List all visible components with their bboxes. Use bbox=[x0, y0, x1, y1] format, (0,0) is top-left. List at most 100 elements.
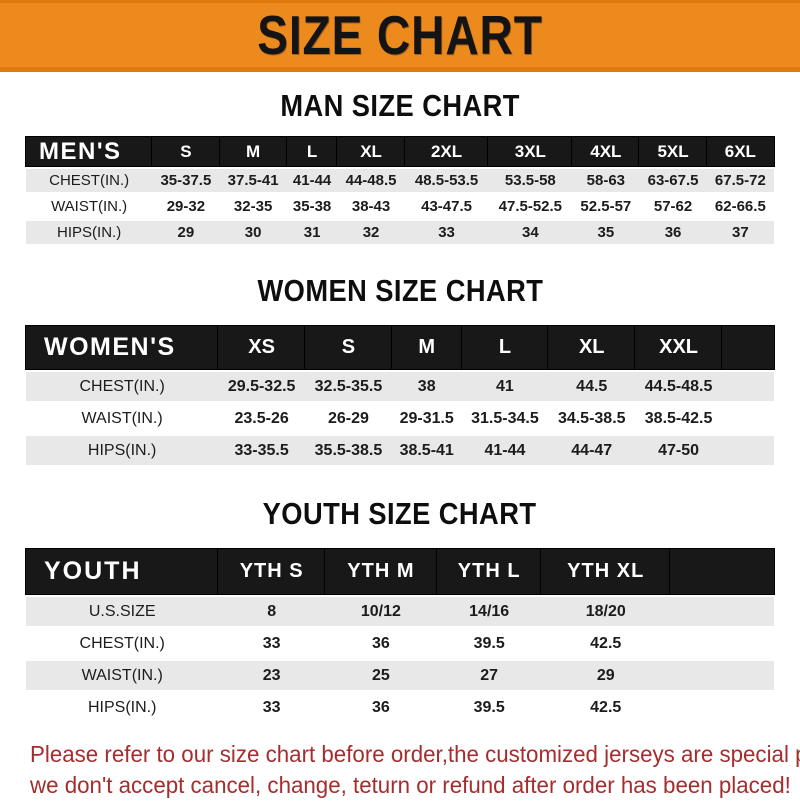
table-row: U.S.SIZE 8 10/12 14/16 18/20 bbox=[26, 597, 774, 626]
row-label: WAIST(IN.) bbox=[26, 661, 219, 690]
spacer-cell bbox=[722, 404, 774, 433]
men-size-section: MAN SIZE CHART MEN'S S M L XL 2XL 3XL 4XL 5XL 6XL… bbox=[0, 88, 800, 247]
value-cell: 47.5-52.5 bbox=[498, 198, 563, 215]
women-section-heading: WOMEN SIZE CHART bbox=[0, 273, 800, 309]
row-label: CHEST(IN.) bbox=[26, 169, 153, 192]
youth-table-header: YOUTH YTH S YTH M YTH L YTH XL bbox=[26, 549, 774, 594]
table-corner-label: MEN'S bbox=[26, 137, 153, 166]
value-cell: 44.5-48.5 bbox=[635, 372, 722, 401]
value-cell: 29-32 bbox=[166, 198, 206, 215]
value-cell: 29-31.5 bbox=[399, 409, 454, 427]
value-cell: 48.5-53.5 bbox=[404, 169, 489, 192]
table-row: CHEST(IN.) 33 36 39.5 42.5 bbox=[26, 629, 774, 658]
value-cell: 26-29 bbox=[327, 409, 369, 427]
spacer-cell bbox=[670, 661, 774, 690]
value-cell: 34 bbox=[488, 221, 573, 244]
spacer-cell bbox=[670, 693, 774, 722]
youth-size-table: YOUTH YTH S YTH M YTH L YTH XL U.S.SIZE 8 10/1… bbox=[26, 546, 774, 725]
row-label: HIPS(IN.) bbox=[26, 221, 153, 244]
column-header: YTH L bbox=[436, 549, 542, 594]
column-header: XL bbox=[337, 137, 405, 166]
value-cell: 42.5 bbox=[590, 634, 622, 652]
row-label: HIPS(IN.) bbox=[87, 698, 157, 716]
value-cell: 33 bbox=[262, 698, 281, 716]
value-cell: 33 bbox=[404, 221, 489, 244]
value-cell: 36 bbox=[639, 221, 707, 244]
spacer-cell bbox=[670, 597, 774, 626]
table-row: WAIST(IN.) 23.5-26 26-29 29-31.5 31.5-34.5 34… bbox=[26, 404, 774, 433]
youth-section-heading: YOUTH SIZE CHART bbox=[0, 496, 800, 532]
column-header: 3XL bbox=[488, 137, 573, 166]
table-row: CHEST(IN.) 29.5-32.5 32.5-35.5 38 41 44.5 44.5… bbox=[26, 372, 774, 401]
value-cell: 33-35.5 bbox=[218, 436, 306, 465]
value-cell: 34.5-38.5 bbox=[557, 409, 626, 427]
value-cell: 62-66.5 bbox=[714, 198, 766, 215]
value-cell: 29 bbox=[152, 221, 220, 244]
row-label: CHEST(IN.) bbox=[79, 634, 165, 652]
value-cell: 63-67.5 bbox=[639, 169, 707, 192]
youth-table-body: U.S.SIZE 8 10/12 14/16 18/20 CHEST(IN.) 33 36 39… bbox=[26, 597, 774, 722]
table-row: CHEST(IN.) 35-37.5 37.5-41 41-44 44-48.5 48.5… bbox=[26, 169, 774, 192]
value-cell: 31.5-34.5 bbox=[471, 409, 539, 427]
size-note-line-1: Please refer to our size chart before or… bbox=[30, 741, 800, 767]
row-label: WAIST(IN.) bbox=[81, 409, 163, 427]
women-size-section: WOMEN SIZE CHART WOMEN'S XS S M L XL XXL CHEST… bbox=[0, 273, 800, 468]
value-cell: 41-44 bbox=[461, 436, 549, 465]
men-section-heading: MAN SIZE CHART bbox=[0, 88, 800, 124]
column-header: XS bbox=[218, 326, 306, 369]
value-cell: 32.5-35.5 bbox=[305, 372, 392, 401]
column-header: M bbox=[391, 326, 462, 369]
row-label: HIPS(IN.) bbox=[26, 436, 219, 465]
men-table-body: CHEST(IN.) 35-37.5 37.5-41 41-44 44-48.5 48.5… bbox=[26, 169, 774, 244]
header-row: YOUTH YTH S YTH M YTH L YTH XL bbox=[26, 549, 774, 594]
value-cell: 10/12 bbox=[324, 597, 437, 626]
table-row: HIPS(IN.) 29 30 31 32 33 34 35 36 37 bbox=[26, 221, 774, 244]
value-cell: 14/16 bbox=[436, 597, 542, 626]
spacer-cell bbox=[722, 372, 774, 401]
value-cell: 18/20 bbox=[541, 597, 670, 626]
header-spacer bbox=[722, 326, 774, 369]
spacer-cell bbox=[722, 436, 774, 465]
column-header: 2XL bbox=[404, 137, 489, 166]
value-cell: 35.5-38.5 bbox=[305, 436, 392, 465]
column-header: L bbox=[286, 137, 338, 166]
men-section-heading-text: MAN SIZE CHART bbox=[280, 88, 520, 123]
value-cell: 29.5-32.5 bbox=[218, 372, 306, 401]
value-cell: 42.5 bbox=[590, 698, 622, 716]
row-label: U.S.SIZE bbox=[26, 597, 219, 626]
women-section-heading-text: WOMEN SIZE CHART bbox=[257, 273, 543, 308]
column-header: XL bbox=[548, 326, 636, 369]
value-cell: 39.5 bbox=[473, 634, 505, 652]
size-chart-banner: SIZE CHART bbox=[0, 0, 800, 72]
value-cell: 25 bbox=[324, 661, 437, 690]
row-label: WAIST(IN.) bbox=[51, 198, 128, 215]
spacer-cell bbox=[670, 629, 774, 658]
size-note: Please refer to our size chart before or… bbox=[30, 739, 800, 801]
value-cell: 32 bbox=[337, 221, 405, 244]
column-header: M bbox=[219, 137, 287, 166]
column-header: 5XL bbox=[639, 137, 707, 166]
column-header: S bbox=[305, 326, 392, 369]
value-cell: 38.5-42.5 bbox=[644, 409, 713, 427]
value-cell: 35 bbox=[572, 221, 640, 244]
value-cell: 53.5-58 bbox=[488, 169, 573, 192]
value-cell: 41-44 bbox=[286, 169, 338, 192]
value-cell: 57-62 bbox=[653, 198, 693, 215]
women-table-body: CHEST(IN.) 29.5-32.5 32.5-35.5 38 41 44.5 44.5… bbox=[26, 372, 774, 465]
value-cell: 58-63 bbox=[572, 169, 640, 192]
value-cell: 23 bbox=[218, 661, 325, 690]
value-cell: 37.5-41 bbox=[219, 169, 287, 192]
table-row: WAIST(IN.) 29-32 32-35 35-38 38-43 43-47.5 47.… bbox=[26, 195, 774, 218]
column-header: YTH M bbox=[324, 549, 437, 594]
value-cell: 41 bbox=[461, 372, 549, 401]
table-row: WAIST(IN.) 23 25 27 29 bbox=[26, 661, 774, 690]
women-size-table: WOMEN'S XS S M L XL XXL CHEST(IN.) 29.5-32.5 32.… bbox=[26, 323, 774, 468]
value-cell: 29 bbox=[541, 661, 670, 690]
value-cell: 8 bbox=[218, 597, 325, 626]
value-cell: 27 bbox=[436, 661, 542, 690]
value-cell: 67.5-72 bbox=[706, 169, 774, 192]
table-corner-label: WOMEN'S bbox=[26, 326, 219, 369]
column-header: YTH XL bbox=[541, 549, 670, 594]
value-cell: 47-50 bbox=[635, 436, 722, 465]
value-cell: 35-37.5 bbox=[152, 169, 220, 192]
